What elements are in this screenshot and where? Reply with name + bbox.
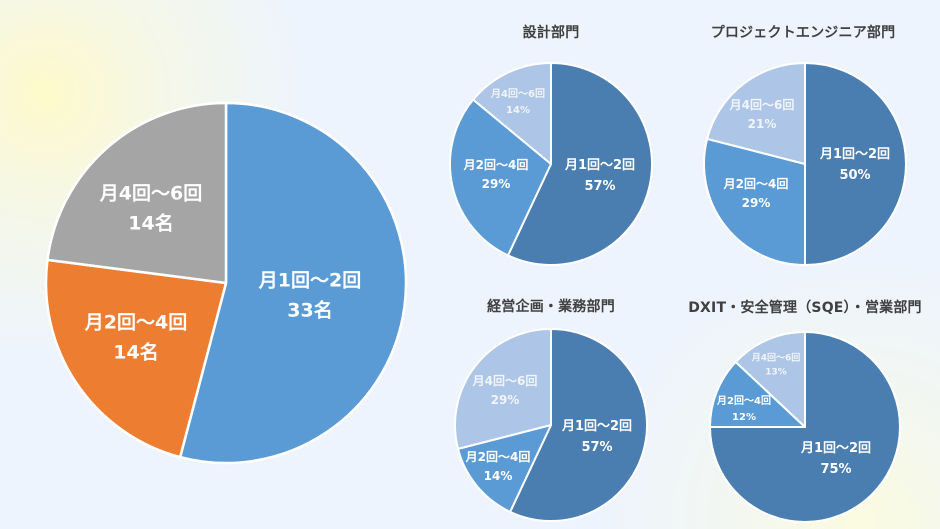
pie-slice bbox=[709, 331, 901, 523]
slice-label-2-4: 月2回～4回 29% bbox=[463, 157, 529, 191]
pie-slice bbox=[506, 62, 653, 266]
main-slice-label-2-4: 月2回～4回 14名 bbox=[85, 308, 187, 369]
pie-slice bbox=[457, 424, 552, 513]
slice-category: 月4回～6回 bbox=[99, 182, 203, 205]
pie-slice bbox=[709, 360, 806, 428]
chart-title: 経営企画・業務部門 bbox=[487, 299, 615, 315]
slice-label-1-2: 月1回～2回 57% bbox=[561, 419, 633, 455]
pie-slice bbox=[454, 328, 552, 450]
slice-label-2-4: 月2回～4回 12% bbox=[717, 396, 771, 423]
pie-slice bbox=[178, 101, 408, 465]
pie-slice bbox=[804, 62, 907, 266]
slice-label-4-6: 月4回～6回 14% bbox=[491, 89, 545, 116]
pie-slice bbox=[703, 137, 806, 266]
slice-label-1-2: 月1回～2回 75% bbox=[800, 441, 872, 477]
chart-title: プロジェクトエンジニア部門 bbox=[710, 25, 896, 41]
chart-title: DXIT・安全管理（SQE）・営業部門 bbox=[688, 300, 922, 316]
pie-slice bbox=[46, 101, 228, 285]
slice-category: 月1回～2回 bbox=[258, 269, 362, 292]
slice-label-1-2: 月1回～2回 57% bbox=[564, 158, 636, 194]
main-slice-label-4-6: 月4回～6回 14名 bbox=[100, 179, 202, 240]
pie-slice bbox=[706, 62, 806, 165]
slice-value: 14名 bbox=[113, 342, 159, 364]
chart-title: 設計部門 bbox=[522, 25, 580, 41]
slice-category: 月2回～4回 bbox=[84, 311, 188, 334]
pie-slice bbox=[472, 62, 552, 165]
slice-value: 33名 bbox=[287, 300, 333, 322]
main-slice-label-1-2: 月1回～2回 33名 bbox=[259, 266, 361, 327]
pie-slice bbox=[449, 98, 552, 257]
main-pie-svg bbox=[44, 101, 408, 465]
slice-value: 14名 bbox=[128, 213, 174, 235]
pie-slice bbox=[734, 331, 806, 428]
slice-label-4-6: 月4回～6回 13% bbox=[751, 353, 801, 378]
slice-label-1-2: 月1回～2回 50% bbox=[819, 147, 891, 183]
main-pie-chart: 月1回～2回 33名 月2回～4回 14名 月4回～6回 14名 bbox=[0, 0, 430, 529]
slice-label-4-6: 月4回～6回 21% bbox=[729, 97, 795, 131]
pie-slice bbox=[509, 328, 648, 522]
slice-label-4-6: 月4回～6回 29% bbox=[472, 373, 538, 407]
slice-label-2-4: 月2回～4回 29% bbox=[723, 176, 789, 210]
pie-slice bbox=[44, 258, 228, 459]
slice-label-2-4: 月2回～4回 14% bbox=[465, 449, 531, 483]
